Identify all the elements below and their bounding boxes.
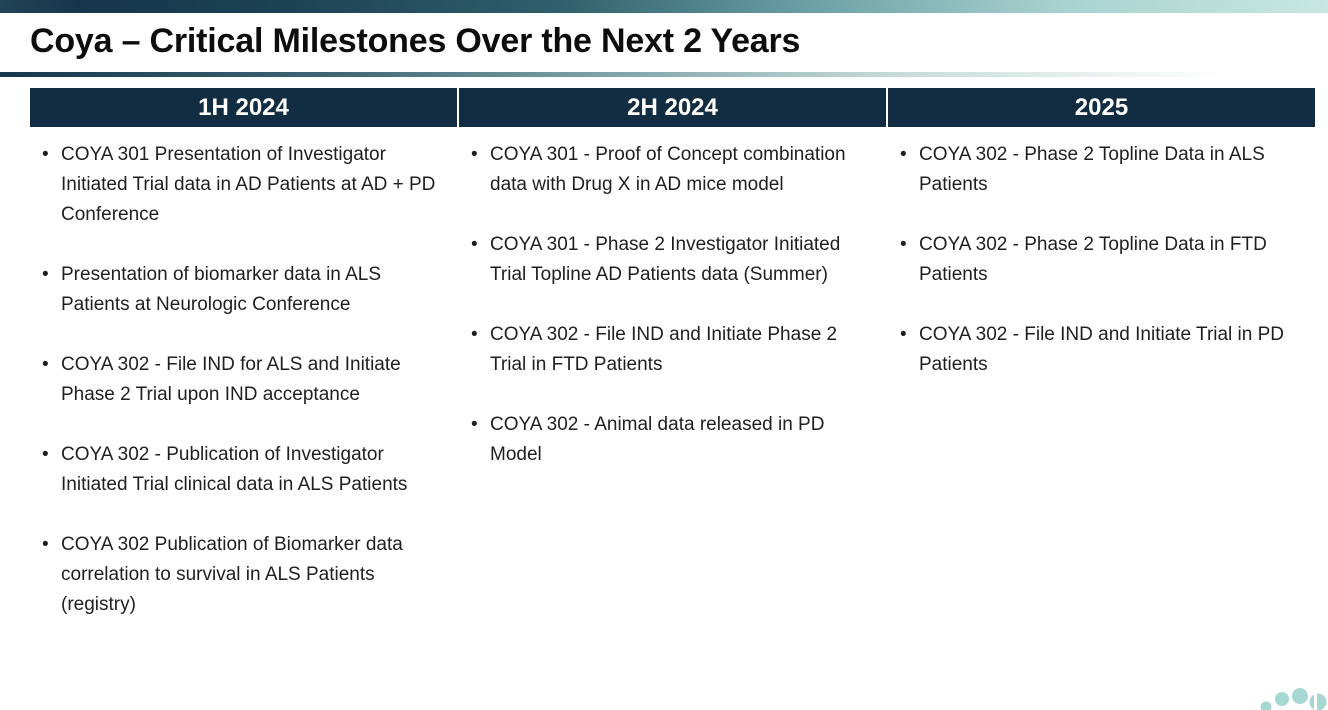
column-body-1h-2024: COYA 301 Presentation of Investigator In… bbox=[30, 127, 457, 650]
milestone-item: COYA 301 Presentation of Investigator In… bbox=[40, 140, 439, 230]
milestone-item: COYA 302 - File IND and Initiate Phase 2… bbox=[469, 320, 868, 380]
milestone-item: COYA 302 - Animal data released in PD Mo… bbox=[469, 410, 868, 470]
milestone-item: COYA 302 - File IND and Initiate Trial i… bbox=[898, 320, 1297, 380]
milestone-item: COYA 302 - Phase 2 Topline Data in ALS P… bbox=[898, 140, 1297, 200]
milestone-item: COYA 302 - File IND for ALS and Initiate… bbox=[40, 350, 439, 410]
milestone-list-2h-2024: COYA 301 - Proof of Concept combination … bbox=[469, 140, 868, 470]
column-header-2025: 2025 bbox=[888, 88, 1315, 127]
table-header-row: 1H 2024 2H 2024 2025 bbox=[30, 88, 1315, 127]
milestone-item: COYA 301 - Phase 2 Investigator Initiate… bbox=[469, 230, 868, 290]
column-body-2025: COYA 302 - Phase 2 Topline Data in ALS P… bbox=[888, 127, 1315, 650]
milestone-item: COYA 301 - Proof of Concept combination … bbox=[469, 140, 868, 200]
page-title: Coya – Critical Milestones Over the Next… bbox=[30, 22, 801, 60]
milestone-item: COYA 302 Publication of Biomarker data c… bbox=[40, 530, 439, 620]
title-divider bbox=[0, 72, 1328, 77]
column-header-1h-2024: 1H 2024 bbox=[30, 88, 457, 127]
top-gradient-bar bbox=[0, 0, 1328, 13]
milestone-item: COYA 302 - Phase 2 Topline Data in FTD P… bbox=[898, 230, 1297, 290]
milestone-list-1h-2024: COYA 301 Presentation of Investigator In… bbox=[40, 140, 439, 620]
milestone-list-2025: COYA 302 - Phase 2 Topline Data in ALS P… bbox=[898, 140, 1297, 380]
table-body-row: COYA 301 Presentation of Investigator In… bbox=[30, 127, 1315, 650]
column-header-2h-2024: 2H 2024 bbox=[459, 88, 886, 127]
column-body-2h-2024: COYA 301 - Proof of Concept combination … bbox=[459, 127, 886, 650]
milestone-item: Presentation of biomarker data in ALS Pa… bbox=[40, 260, 439, 320]
milestone-item: COYA 302 - Publication of Investigator I… bbox=[40, 440, 439, 500]
milestone-table: 1H 2024 2H 2024 2025 COYA 301 Presentati… bbox=[30, 88, 1315, 650]
coya-logo-dots-icon bbox=[1260, 688, 1327, 710]
